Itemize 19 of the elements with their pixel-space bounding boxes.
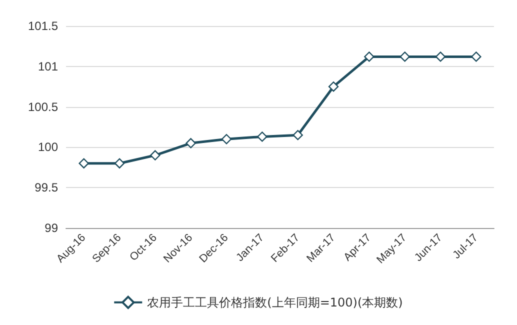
y-tick-label: 99 <box>44 221 58 235</box>
point <box>328 82 339 92</box>
point <box>114 158 125 168</box>
point <box>257 132 268 142</box>
y-tick-label: 100 <box>38 140 58 154</box>
point <box>364 52 374 62</box>
point <box>186 138 196 148</box>
legend-label: 农用手工工具价格指数(上年同期=100)(本期数) <box>147 295 403 310</box>
point <box>435 52 446 62</box>
point <box>221 134 232 144</box>
point <box>150 150 160 160</box>
y-tick-label: 101.5 <box>28 19 58 33</box>
y-tick-label: 99.5 <box>34 180 58 195</box>
point <box>400 52 410 62</box>
y-tick-label: 101 <box>38 59 58 74</box>
y-tick-label: 100.5 <box>28 100 58 114</box>
point <box>78 158 89 168</box>
point <box>292 130 303 140</box>
point <box>471 52 482 62</box>
